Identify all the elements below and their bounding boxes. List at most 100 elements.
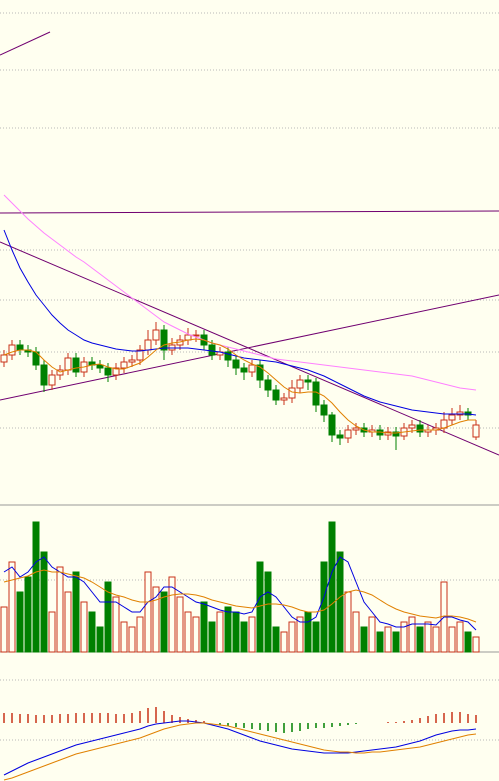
candle-body <box>208 344 216 356</box>
volume-bar <box>336 551 344 653</box>
trend-line <box>0 210 499 214</box>
candle-body <box>40 364 48 386</box>
candle-body <box>16 344 24 351</box>
candle-body <box>144 339 152 351</box>
candle-body <box>288 387 296 399</box>
candle-body <box>96 364 104 369</box>
candle-body <box>416 424 424 433</box>
volume-bar <box>128 626 136 653</box>
candle-body <box>72 357 80 373</box>
volume-bar <box>408 616 416 653</box>
candle-body <box>224 351 232 361</box>
volume-bar <box>8 561 16 653</box>
line-series <box>3 569 477 623</box>
volume-bar <box>368 616 376 653</box>
volume-bar <box>192 616 200 653</box>
candle-body <box>336 434 344 439</box>
volume-bar <box>120 621 128 653</box>
line-series <box>3 338 476 434</box>
volume-bar <box>288 621 296 653</box>
candle-body <box>240 367 248 373</box>
candle-body <box>264 379 272 391</box>
candle-body <box>8 344 16 356</box>
volume-bar <box>104 581 112 653</box>
volume-bar <box>152 586 160 653</box>
candle-body <box>448 414 456 421</box>
volume-bar <box>48 611 56 653</box>
volume-bar <box>184 611 192 653</box>
volume-bar <box>56 566 64 653</box>
volume-bar <box>448 626 456 653</box>
candle-body <box>296 379 304 389</box>
line-series <box>3 556 477 631</box>
candle-body <box>272 389 280 401</box>
line-series <box>3 229 477 416</box>
volume-bar <box>40 551 48 653</box>
candle-body <box>304 379 312 383</box>
trend-line <box>0 31 51 56</box>
trend-line <box>0 241 499 456</box>
volume-bar <box>312 621 320 653</box>
volume-bar <box>32 521 40 653</box>
candle-body <box>64 357 72 371</box>
volume-bar <box>416 626 424 653</box>
candle-body <box>232 359 240 369</box>
volume-bar <box>304 611 312 653</box>
candle-body <box>0 354 8 363</box>
candle-body <box>328 414 336 436</box>
volume-bar <box>320 561 328 653</box>
volume-bar <box>144 571 152 653</box>
trend-line <box>0 294 499 401</box>
volume-bar <box>344 591 352 653</box>
volume-bar <box>208 621 216 653</box>
volume-bar <box>272 626 280 653</box>
volume-bar <box>88 611 96 653</box>
volume-bar <box>80 601 88 653</box>
line-series <box>3 722 477 781</box>
volume-bar <box>0 606 8 653</box>
line-series <box>3 720 477 776</box>
volume-bar <box>280 631 288 653</box>
volume-bar <box>456 621 464 653</box>
candle-body <box>320 404 328 416</box>
candle-body <box>248 364 256 373</box>
volume-bar <box>64 591 72 653</box>
volume-bar <box>464 631 472 653</box>
line-series <box>3 194 477 391</box>
volume-bar <box>232 611 240 653</box>
candle-body <box>112 367 120 376</box>
candle-body <box>344 429 352 439</box>
candle-body <box>104 367 112 376</box>
volume-bar <box>112 596 120 653</box>
volume-bar <box>264 571 272 653</box>
volume-bar <box>96 626 104 653</box>
volume-bar <box>240 621 248 653</box>
volume-bar <box>176 596 184 653</box>
volume-bar <box>328 521 336 653</box>
volume-bar <box>200 601 208 653</box>
candle-body <box>160 329 168 351</box>
candle-body <box>408 424 416 429</box>
candle-body <box>280 397 288 401</box>
candle-body <box>352 427 360 431</box>
volume-bar <box>376 631 384 653</box>
volume-bar <box>224 606 232 653</box>
candle-body <box>256 364 264 381</box>
volume-bar <box>160 591 168 653</box>
volume-bar <box>248 616 256 653</box>
volume-bar <box>392 631 400 653</box>
candle-body <box>392 431 400 437</box>
volume-bar <box>472 636 480 653</box>
volume-bar <box>168 576 176 653</box>
volume-bar <box>360 626 368 653</box>
volume-bar <box>384 626 392 653</box>
volume-bar <box>72 571 80 653</box>
volume-bar <box>424 621 432 653</box>
volume-bar <box>216 611 224 653</box>
volume-bar <box>24 576 32 653</box>
candle-body <box>48 374 56 386</box>
trend-lines <box>0 31 499 456</box>
candle-body <box>472 424 480 438</box>
candle-body <box>136 349 144 361</box>
